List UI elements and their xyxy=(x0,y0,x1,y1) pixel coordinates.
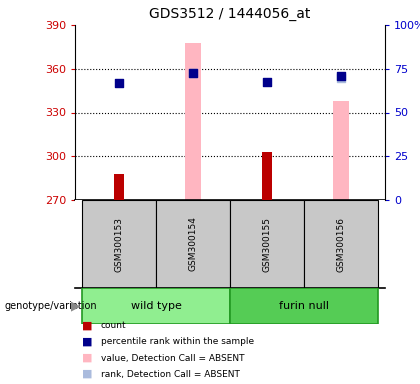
Point xyxy=(116,80,123,86)
Text: furin null: furin null xyxy=(279,301,329,311)
Text: count: count xyxy=(101,321,126,331)
Title: GDS3512 / 1444056_at: GDS3512 / 1444056_at xyxy=(150,7,311,21)
Text: GSM300154: GSM300154 xyxy=(189,217,197,271)
Point xyxy=(337,74,344,81)
Bar xyxy=(230,200,304,288)
Point xyxy=(190,70,197,76)
Bar xyxy=(82,200,156,288)
Bar xyxy=(262,152,272,200)
Text: GSM300156: GSM300156 xyxy=(336,217,345,271)
Point xyxy=(337,73,344,79)
Point xyxy=(263,79,270,85)
Text: GSM300153: GSM300153 xyxy=(115,217,124,271)
Text: ■: ■ xyxy=(82,369,92,379)
Bar xyxy=(114,174,124,200)
Bar xyxy=(156,200,230,288)
Bar xyxy=(185,43,201,200)
Text: rank, Detection Call = ABSENT: rank, Detection Call = ABSENT xyxy=(101,369,240,379)
Bar xyxy=(82,288,230,324)
Bar xyxy=(230,288,378,324)
Text: ▶: ▶ xyxy=(71,300,80,313)
Text: percentile rank within the sample: percentile rank within the sample xyxy=(101,338,254,346)
Text: ■: ■ xyxy=(82,353,92,363)
Bar xyxy=(333,101,349,200)
Text: wild type: wild type xyxy=(131,301,181,311)
Text: value, Detection Call = ABSENT: value, Detection Call = ABSENT xyxy=(101,354,244,362)
Text: genotype/variation: genotype/variation xyxy=(4,301,97,311)
Text: GSM300155: GSM300155 xyxy=(262,217,271,271)
Point xyxy=(190,70,197,76)
Bar xyxy=(304,200,378,288)
Text: ■: ■ xyxy=(82,321,92,331)
Text: ■: ■ xyxy=(82,337,92,347)
